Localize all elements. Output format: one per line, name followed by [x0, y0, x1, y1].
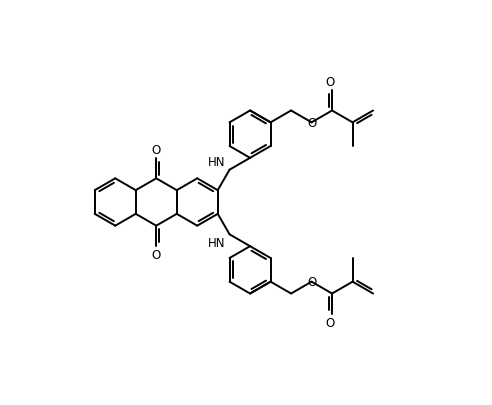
- Text: O: O: [325, 76, 334, 89]
- Text: O: O: [325, 316, 334, 329]
- Text: O: O: [152, 249, 161, 262]
- Text: O: O: [152, 143, 161, 156]
- Text: O: O: [307, 275, 316, 288]
- Text: HN: HN: [208, 237, 226, 250]
- Text: HN: HN: [208, 155, 226, 168]
- Text: O: O: [307, 117, 316, 130]
